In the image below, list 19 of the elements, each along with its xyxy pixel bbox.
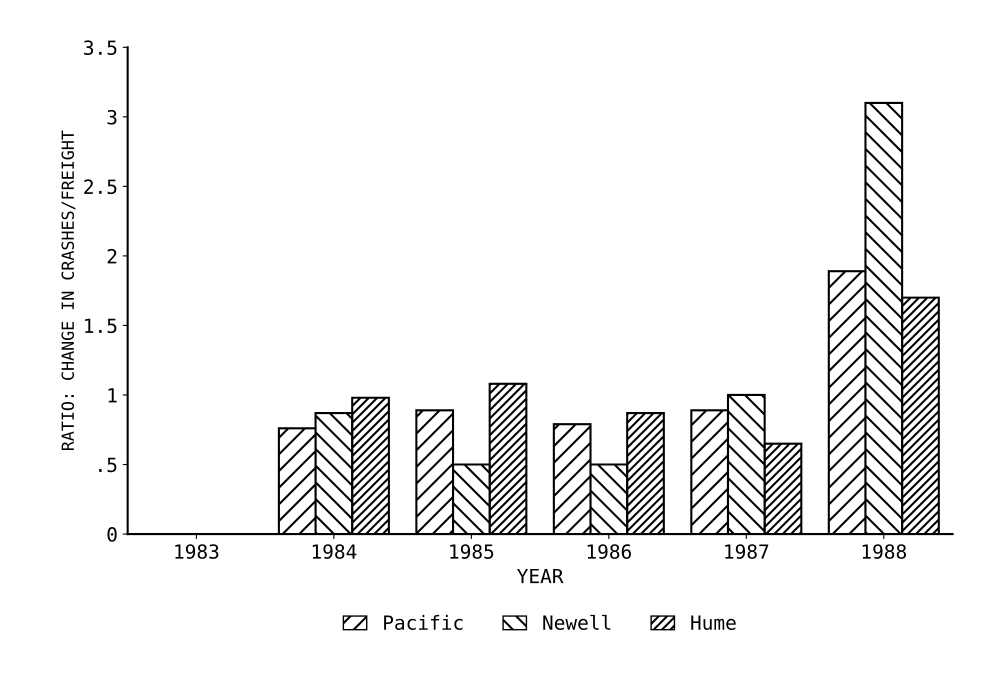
legend-label: Newell	[543, 614, 610, 630]
y-tick-label: 3.5	[84, 40, 116, 56]
y-tick-label: 0	[107, 527, 117, 542]
y-tick-label: 2.5	[84, 179, 116, 194]
x-axis-title: YEAR	[517, 568, 564, 584]
x-tick-label: 1985	[450, 544, 494, 559]
legend-label: Pacific	[384, 614, 463, 630]
legend-label: Hume	[691, 616, 736, 630]
x-tick-label: 1988	[862, 544, 906, 559]
y-tick-label: 2	[108, 248, 116, 264]
x-tick-label: 1987	[725, 544, 768, 559]
y-tick-label: .5	[99, 458, 116, 472]
x-tick-label: 1986	[588, 544, 631, 559]
y-tick-label: 1	[108, 388, 117, 402]
y-tick-label: 3	[108, 110, 116, 125]
x-tick-label: 1984	[312, 544, 356, 559]
y-axis-title: RATIO: CHANGE IN CRASHES/FREIGHT	[61, 130, 76, 450]
x-tick-label: 1983	[175, 544, 218, 559]
y-tick-label: 1.5	[85, 318, 116, 334]
